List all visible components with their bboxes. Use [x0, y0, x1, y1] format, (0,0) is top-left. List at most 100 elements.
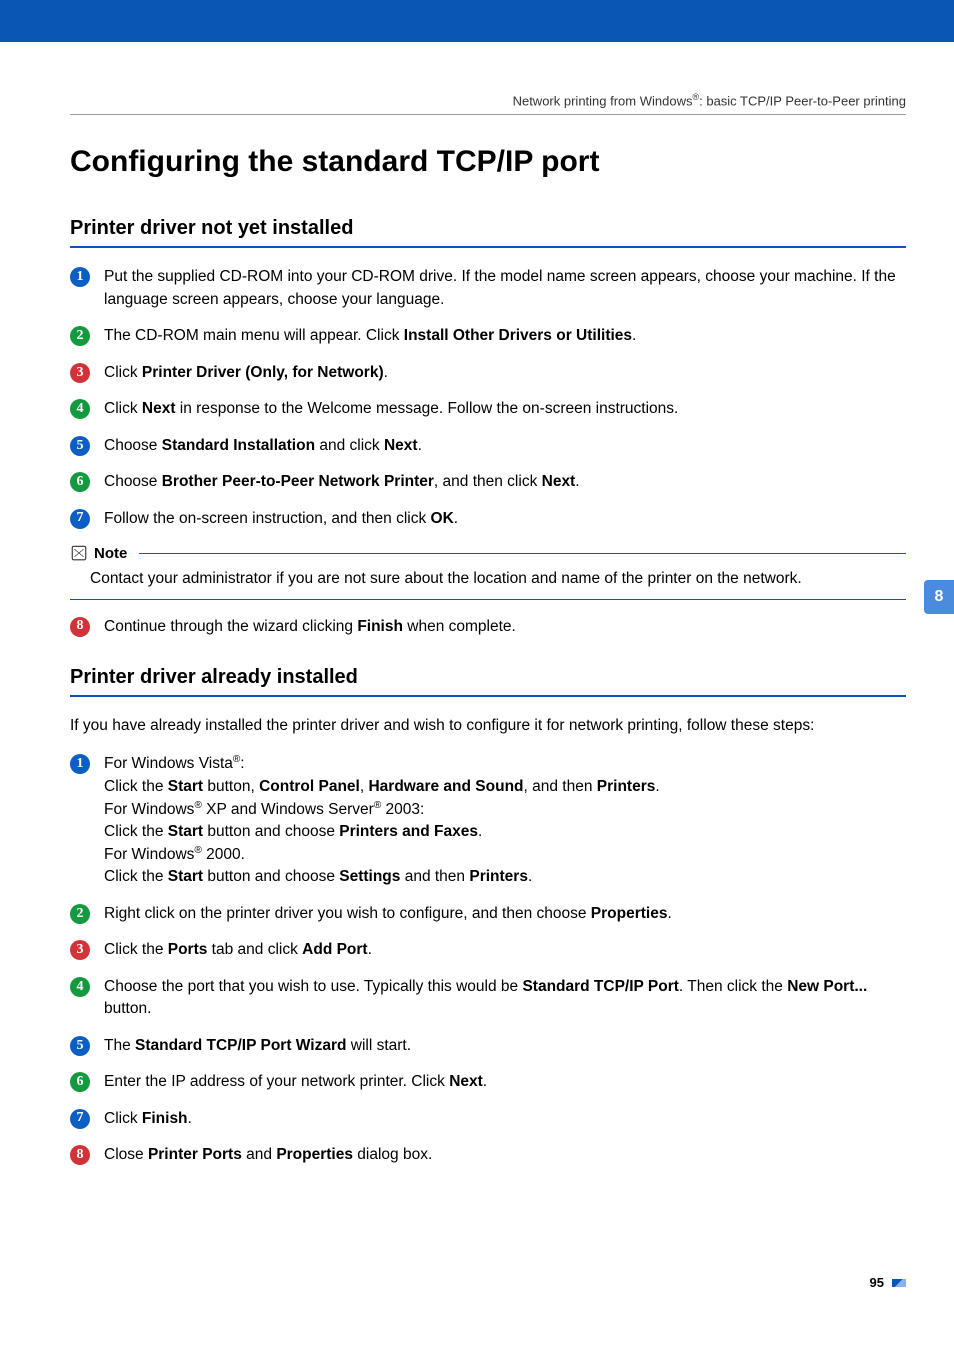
s2-step-5: 5 The Standard TCP/IP Port Wizard will s… [70, 1035, 906, 1057]
t: . [528, 868, 532, 885]
s2-step-7-text: Click Finish. [104, 1108, 906, 1130]
t: New Port... [787, 978, 867, 995]
t: button and choose [203, 823, 339, 840]
note-rule [139, 553, 906, 554]
t: when complete. [403, 618, 516, 635]
t: tab and click [207, 941, 302, 958]
step-badge-1b: 1 [70, 754, 90, 774]
t: Finish [357, 618, 403, 635]
t: Standard Installation [162, 437, 315, 454]
t: Click [104, 1110, 142, 1127]
step-badge-2b: 2 [70, 904, 90, 924]
t: Next [142, 400, 176, 417]
note-header: Note [70, 544, 906, 562]
s2-step-3-text: Click the Ports tab and click Add Port. [104, 939, 906, 961]
breadcrumb-prefix: Network printing from Windows [513, 93, 693, 108]
s2-step-5-text: The Standard TCP/IP Port Wizard will sta… [104, 1035, 906, 1057]
page-corner-icon [892, 1279, 906, 1287]
step-1-text: Put the supplied CD-ROM into your CD-ROM… [104, 266, 906, 311]
t: Printers and Faxes [339, 823, 478, 840]
t: and click [315, 437, 384, 454]
t: : [240, 756, 244, 773]
reg-mark: ® [194, 800, 201, 811]
t: . [368, 941, 372, 958]
t: Printers [597, 778, 656, 795]
step-badge-6b: 6 [70, 1072, 90, 1092]
step-badge-5b: 5 [70, 1036, 90, 1056]
t: Install Other Drivers or Utilities [404, 327, 632, 344]
reg-mark: ® [194, 845, 201, 856]
step-badge-8b: 8 [70, 1145, 90, 1165]
t: Start [168, 823, 203, 840]
t: Click [104, 364, 142, 381]
step-7: 7 Follow the on-screen instruction, and … [70, 508, 906, 530]
t: For Windows [104, 846, 194, 863]
t: Properties [591, 905, 668, 922]
step-badge-4: 4 [70, 399, 90, 419]
t: Continue through the wizard clicking [104, 618, 357, 635]
t: button, [203, 778, 259, 795]
t: . [384, 364, 388, 381]
t: . [667, 905, 671, 922]
t: Enter the IP address of your network pri… [104, 1073, 449, 1090]
step-badge-2: 2 [70, 326, 90, 346]
t: Choose [104, 473, 162, 490]
t: Follow the on-screen instruction, and th… [104, 510, 431, 527]
step-badge-4b: 4 [70, 977, 90, 997]
page-number: 95 [870, 1275, 884, 1290]
t: Settings [339, 868, 400, 885]
step-3: 3 Click Printer Driver (Only, for Networ… [70, 362, 906, 384]
note-body: Contact your administrator if you are no… [70, 566, 906, 599]
t: Printer Ports [148, 1146, 242, 1163]
t: Click the [104, 823, 168, 840]
t: , and then [524, 778, 597, 795]
t: For Windows [104, 801, 194, 818]
page-title: Configuring the standard TCP/IP port [70, 145, 906, 179]
step-6: 6 Choose Brother Peer-to-Peer Network Pr… [70, 471, 906, 493]
t: . [632, 327, 636, 344]
t: Start [168, 778, 203, 795]
step-1: 1 Put the supplied CD-ROM into your CD-R… [70, 266, 906, 311]
t: For Windows Vista [104, 756, 233, 773]
t: Click the [104, 941, 168, 958]
s2-step-6-text: Enter the IP address of your network pri… [104, 1071, 906, 1093]
t: and then [400, 868, 469, 885]
step-badge-5: 5 [70, 436, 90, 456]
s2-step-6: 6 Enter the IP address of your network p… [70, 1071, 906, 1093]
step-badge-7: 7 [70, 509, 90, 529]
t: 2000. [202, 846, 245, 863]
s2-step-8-text: Close Printer Ports and Properties dialo… [104, 1144, 906, 1166]
step-4-text: Click Next in response to the Welcome me… [104, 398, 906, 420]
page-content: Network printing from Windows ® : basic TC… [0, 92, 954, 1167]
section1-heading: Printer driver not yet installed [70, 217, 906, 248]
section2-intro: If you have already installed the printe… [70, 715, 906, 737]
step-badge-8: 8 [70, 617, 90, 637]
t: 2003: [381, 801, 424, 818]
step-8: 8 Continue through the wizard clicking F… [70, 616, 906, 638]
step-3-text: Click Printer Driver (Only, for Network)… [104, 362, 906, 384]
step-badge-7b: 7 [70, 1109, 90, 1129]
t: Printer Driver (Only, for Network) [142, 364, 384, 381]
note-box: Note Contact your administrator if you a… [70, 544, 906, 599]
step-8-text: Continue through the wizard clicking Fin… [104, 616, 906, 638]
step-badge-3b: 3 [70, 940, 90, 960]
step-5-text: Choose Standard Installation and click N… [104, 435, 906, 457]
breadcrumb-suffix: : basic TCP/IP Peer-to-Peer printing [699, 93, 906, 108]
t: Standard TCP/IP Port Wizard [135, 1037, 346, 1054]
step-5: 5 Choose Standard Installation and click… [70, 435, 906, 457]
t: Printers [469, 868, 528, 885]
t: Right click on the printer driver you wi… [104, 905, 591, 922]
step-badge-3: 3 [70, 363, 90, 383]
step-7-text: Follow the on-screen instruction, and th… [104, 508, 906, 530]
t: , and then click [434, 473, 542, 490]
s2-step-8: 8 Close Printer Ports and Properties dia… [70, 1144, 906, 1166]
t: Standard TCP/IP Port [522, 978, 678, 995]
t: . [418, 437, 422, 454]
t: Choose [104, 437, 162, 454]
s2-step-1-text: For Windows Vista ®: Click the Start butt… [104, 753, 906, 888]
t: Next [384, 437, 418, 454]
s2-step-1: 1 For Windows Vista ®: Click the Start bu… [70, 753, 906, 888]
step-badge-6: 6 [70, 472, 90, 492]
t: Start [168, 868, 203, 885]
t: Next [449, 1073, 483, 1090]
